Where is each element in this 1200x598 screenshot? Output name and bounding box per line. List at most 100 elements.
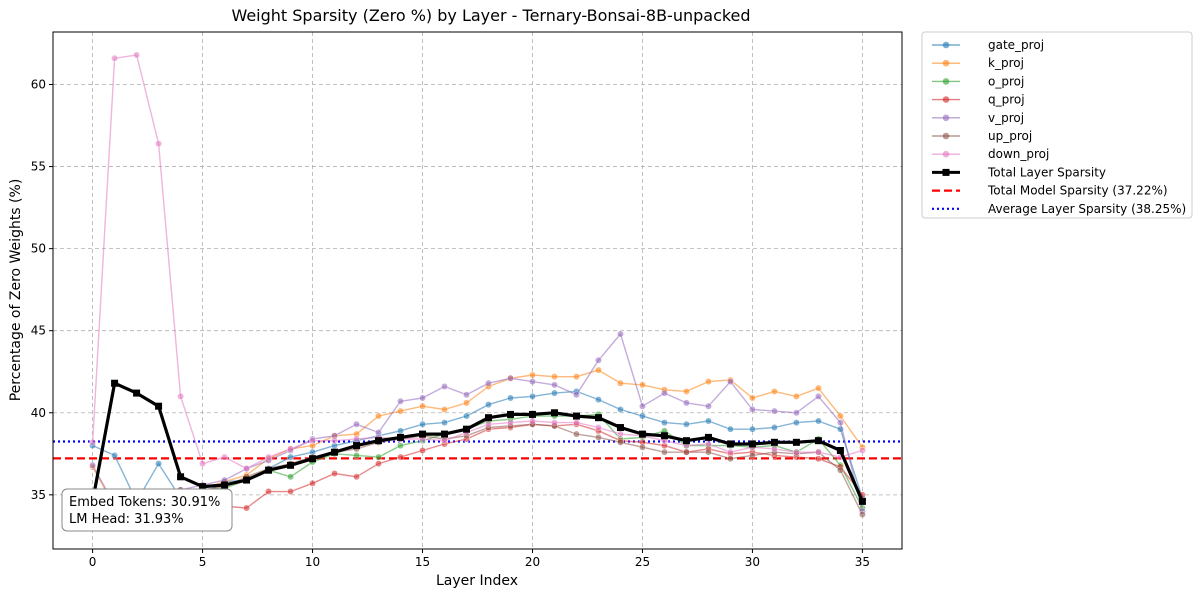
data-point [792, 448, 801, 456]
annotation-embed-tokens: Embed Tokens: 30.91% [69, 495, 220, 510]
data-point [154, 460, 163, 468]
x-tick-label: 10 [305, 555, 320, 569]
y-tick-label: 60 [31, 78, 46, 92]
data-point [330, 469, 339, 478]
series-line-down-proj [91, 54, 863, 470]
data-point [352, 420, 361, 428]
data-point [528, 410, 536, 418]
data-point [418, 394, 427, 402]
data-point [220, 453, 229, 461]
data-point [242, 464, 251, 473]
data-point [286, 453, 295, 461]
data-point [309, 455, 317, 463]
data-point [550, 419, 559, 427]
data-point [836, 447, 844, 455]
series-line-k-proj [91, 369, 863, 507]
legend-label: Average Layer Sparsity (38.25%) [988, 202, 1186, 216]
x-tick-label: 30 [745, 555, 760, 569]
legend-marker [942, 41, 950, 49]
data-point [484, 400, 493, 409]
data-point [528, 377, 537, 386]
data-point [572, 412, 580, 420]
data-point [660, 389, 669, 397]
data-point [484, 414, 492, 422]
data-point [594, 423, 603, 432]
data-point [176, 392, 185, 400]
data-point [770, 445, 779, 453]
data-point [770, 423, 779, 432]
data-point [264, 487, 273, 496]
legend-item-total-model-sparsity-37-22: Total Model Sparsity (37.22%) [932, 184, 1168, 198]
data-point [638, 412, 647, 420]
data-point [660, 432, 668, 440]
data-point [506, 419, 515, 427]
legend-marker [942, 114, 950, 122]
data-point [660, 448, 669, 456]
data-point [528, 371, 537, 379]
data-point [484, 420, 493, 428]
legend-marker [942, 78, 950, 85]
data-point [748, 394, 757, 402]
data-point [594, 366, 603, 374]
data-point [704, 377, 713, 386]
legend-item-up-proj: up_proj [932, 129, 1032, 143]
data-point [726, 377, 735, 386]
y-tick-label: 35 [31, 488, 46, 502]
legend-marker [942, 59, 950, 67]
data-point [396, 442, 405, 450]
legend-label: Total Model Sparsity (37.22%) [987, 184, 1168, 198]
y-tick-label: 55 [31, 160, 46, 174]
data-point [726, 455, 735, 463]
data-point [330, 437, 339, 445]
data-point [682, 437, 690, 445]
data-point [264, 453, 273, 461]
legend-label: k_proj [988, 56, 1024, 70]
data-point [748, 405, 757, 414]
data-point [286, 473, 295, 481]
y-tick-label: 45 [31, 324, 46, 338]
data-point [132, 51, 141, 59]
data-point [792, 392, 801, 400]
data-point [682, 420, 691, 428]
legend-label: v_proj [988, 111, 1024, 125]
reference-lines [53, 440, 902, 460]
data-point [594, 414, 602, 422]
data-point [748, 425, 757, 433]
legend-item-k-proj: k_proj [932, 56, 1024, 70]
data-point [419, 430, 427, 438]
data-point [418, 402, 427, 410]
data-point [88, 438, 97, 446]
data-point [221, 481, 229, 489]
annotation-box: Embed Tokens: 30.91% LM Head: 31.93% [61, 488, 233, 532]
series-lines [88, 51, 867, 524]
data-point [199, 483, 207, 491]
data-point [375, 437, 383, 445]
data-point [616, 379, 625, 387]
data-point [265, 466, 273, 474]
x-tick-label: 20 [525, 555, 540, 569]
data-point [638, 402, 647, 410]
data-point [484, 379, 493, 387]
data-point [374, 412, 383, 420]
data-point [396, 427, 405, 435]
data-point [111, 379, 119, 387]
data-point [616, 424, 624, 432]
data-point [440, 382, 449, 391]
data-point [858, 446, 867, 455]
x-tick-label: 0 [89, 555, 97, 569]
x-tick-label: 15 [415, 555, 430, 569]
data-point [397, 433, 405, 441]
data-point [616, 330, 625, 338]
legend: gate_proj k_proj o_proj q_proj v_proj up_proj… [921, 31, 1193, 219]
data-point [528, 392, 537, 400]
data-point [550, 409, 558, 417]
data-point [594, 396, 603, 404]
data-point [770, 407, 779, 415]
data-point [770, 438, 778, 446]
x-tick-label: 35 [855, 555, 870, 569]
data-point [616, 405, 625, 414]
data-point [198, 460, 207, 468]
series-line-up-proj [92, 423, 864, 515]
data-point [353, 442, 361, 450]
data-point [440, 405, 449, 414]
